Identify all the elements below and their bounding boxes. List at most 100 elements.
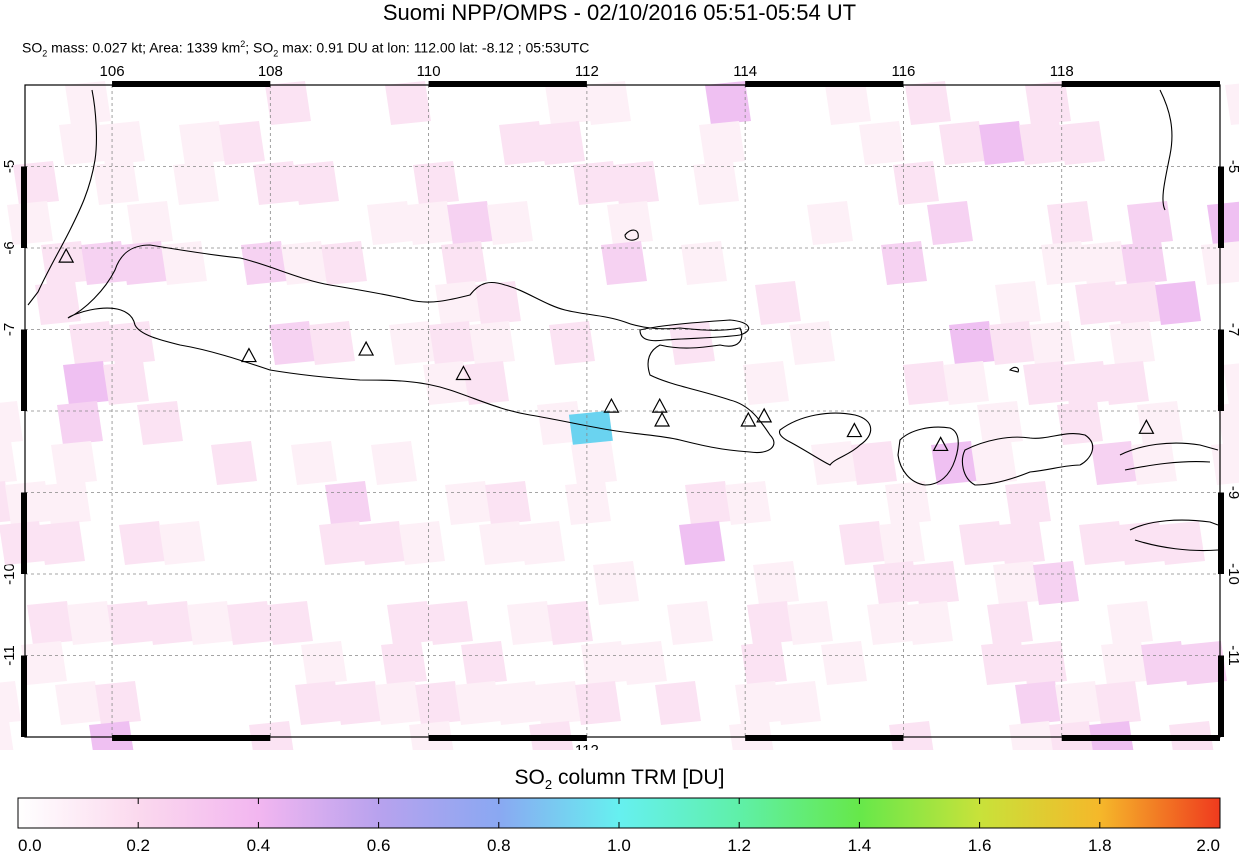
so2-pixel <box>1081 241 1127 285</box>
so2-pixel <box>873 561 919 605</box>
so2-pixel <box>575 681 621 725</box>
so2-pixel <box>499 121 545 165</box>
colorbar-title: SO2 column TRM [DU] <box>514 766 725 793</box>
so2-pixel <box>319 521 365 565</box>
so2-pixel <box>753 561 799 605</box>
so2-pixel <box>879 521 925 565</box>
so2-pixel <box>1021 641 1067 685</box>
volcano-marker <box>1138 419 1155 434</box>
so2-pixel <box>0 481 11 523</box>
so2-pixel <box>59 121 105 165</box>
frame-tick-left <box>21 329 27 411</box>
so2-pixel <box>1047 201 1093 245</box>
so2-pixel <box>1033 561 1079 605</box>
so2-pixel <box>127 201 173 245</box>
so2-pixel <box>295 681 341 725</box>
so2-pixel <box>487 201 533 245</box>
so2-pixel <box>0 681 21 724</box>
volcano-marker <box>740 411 757 427</box>
frame-tick-left <box>21 655 27 737</box>
colorbar-tick-label: 0.4 <box>247 836 271 855</box>
frame-tick-right <box>1218 166 1224 248</box>
volcano-markers <box>58 247 1155 452</box>
so2-pixel <box>545 81 591 125</box>
so2-pixel <box>1137 401 1183 445</box>
lon-tick-label-top: 106 <box>100 63 125 80</box>
so2-pixel <box>621 641 667 685</box>
so2-pixel <box>475 281 521 325</box>
so2-pixel <box>977 401 1023 445</box>
colorbar: 0.0 0.2 0.4 0.6 0.8 1.0 1.2 1.4 1.6 1.8 2.0 <box>17 797 1221 855</box>
so2-pixel <box>1059 121 1105 165</box>
so2-pixel <box>693 161 739 205</box>
lat-tick-label-right: -7 <box>1225 323 1239 336</box>
volcano-marker <box>603 397 620 413</box>
colorbar-ticks: 0.0 0.2 0.4 0.6 0.8 1.0 1.2 1.4 1.6 1.8 2.0 <box>17 798 1221 855</box>
so2-pixel <box>241 241 287 285</box>
lon-tick-label-top: 110 <box>417 63 441 80</box>
so2-pixel <box>613 161 659 205</box>
so2-pixel <box>57 401 103 445</box>
so2-pixel <box>949 321 995 365</box>
so2-pixel <box>1223 363 1239 405</box>
so2-pixel <box>469 321 515 365</box>
so2-pixel <box>999 521 1045 565</box>
so2-pixel <box>927 201 973 245</box>
so2-pixel <box>881 241 927 285</box>
so2-pixel <box>1155 281 1201 325</box>
colorbar-tick-label: 0.6 <box>367 836 391 855</box>
so2-pixel <box>1063 361 1109 405</box>
so2-pixel <box>415 681 461 725</box>
so2-pixel <box>787 601 833 645</box>
lat-tick-label-left: -7 <box>1 323 18 336</box>
volcano-marker <box>846 422 863 438</box>
so2-pixel <box>407 201 453 245</box>
so2-pixel <box>989 321 1035 365</box>
so2-pixel <box>387 601 433 645</box>
so2-pixel <box>585 81 631 125</box>
so2-pixel <box>447 201 493 245</box>
so2-pixel <box>119 521 165 565</box>
so2-pixel <box>103 361 149 405</box>
so2-pixel <box>359 521 405 565</box>
so2-pixel <box>549 321 595 365</box>
so2-pixel <box>979 121 1025 165</box>
madura-coast <box>639 319 750 342</box>
so2-pixel <box>1103 361 1149 405</box>
so2-pixel <box>573 161 619 205</box>
so2-max-pixel <box>568 410 613 445</box>
lat-tick-label-left: -10 <box>1 563 18 585</box>
so2-pixel <box>301 641 347 685</box>
so2-pixel <box>321 241 367 285</box>
so2-pixel <box>95 681 141 725</box>
karimun-island <box>624 229 639 241</box>
so2-pixel <box>109 321 155 365</box>
so2-pixel <box>269 321 315 365</box>
bawean-island <box>1008 366 1019 373</box>
colorbar-tick-label: 0.0 <box>18 836 42 855</box>
so2-pixel <box>27 601 73 645</box>
volcano-marker <box>358 340 375 356</box>
so2-pixel <box>121 241 167 285</box>
so2-pixel <box>867 601 913 645</box>
so2-pixel <box>1023 361 1069 405</box>
colorbar-tick-label: 1.0 <box>607 836 631 855</box>
so2-pixel <box>1079 521 1125 565</box>
so2-pixel <box>461 641 507 685</box>
lon-tick-label-top: 114 <box>733 63 757 80</box>
so2-pixel <box>571 441 617 485</box>
so2-pixel <box>249 721 294 750</box>
so2-pixel <box>741 641 787 685</box>
lat-tick-label-left: -11 <box>1 645 18 666</box>
so2-pixel <box>219 121 265 165</box>
so2-pixel <box>51 441 97 485</box>
coastlines <box>27 89 1219 552</box>
so2-pixel <box>705 81 751 125</box>
so2-pixel <box>445 481 491 525</box>
so2-pixel <box>479 521 525 565</box>
frame-tick-top <box>1061 81 1220 87</box>
so2-pixel <box>455 681 501 725</box>
lat-tick-label-right: -5 <box>1225 160 1239 173</box>
frame-tick-top <box>112 81 271 87</box>
map-frame-ticks <box>21 81 1224 741</box>
